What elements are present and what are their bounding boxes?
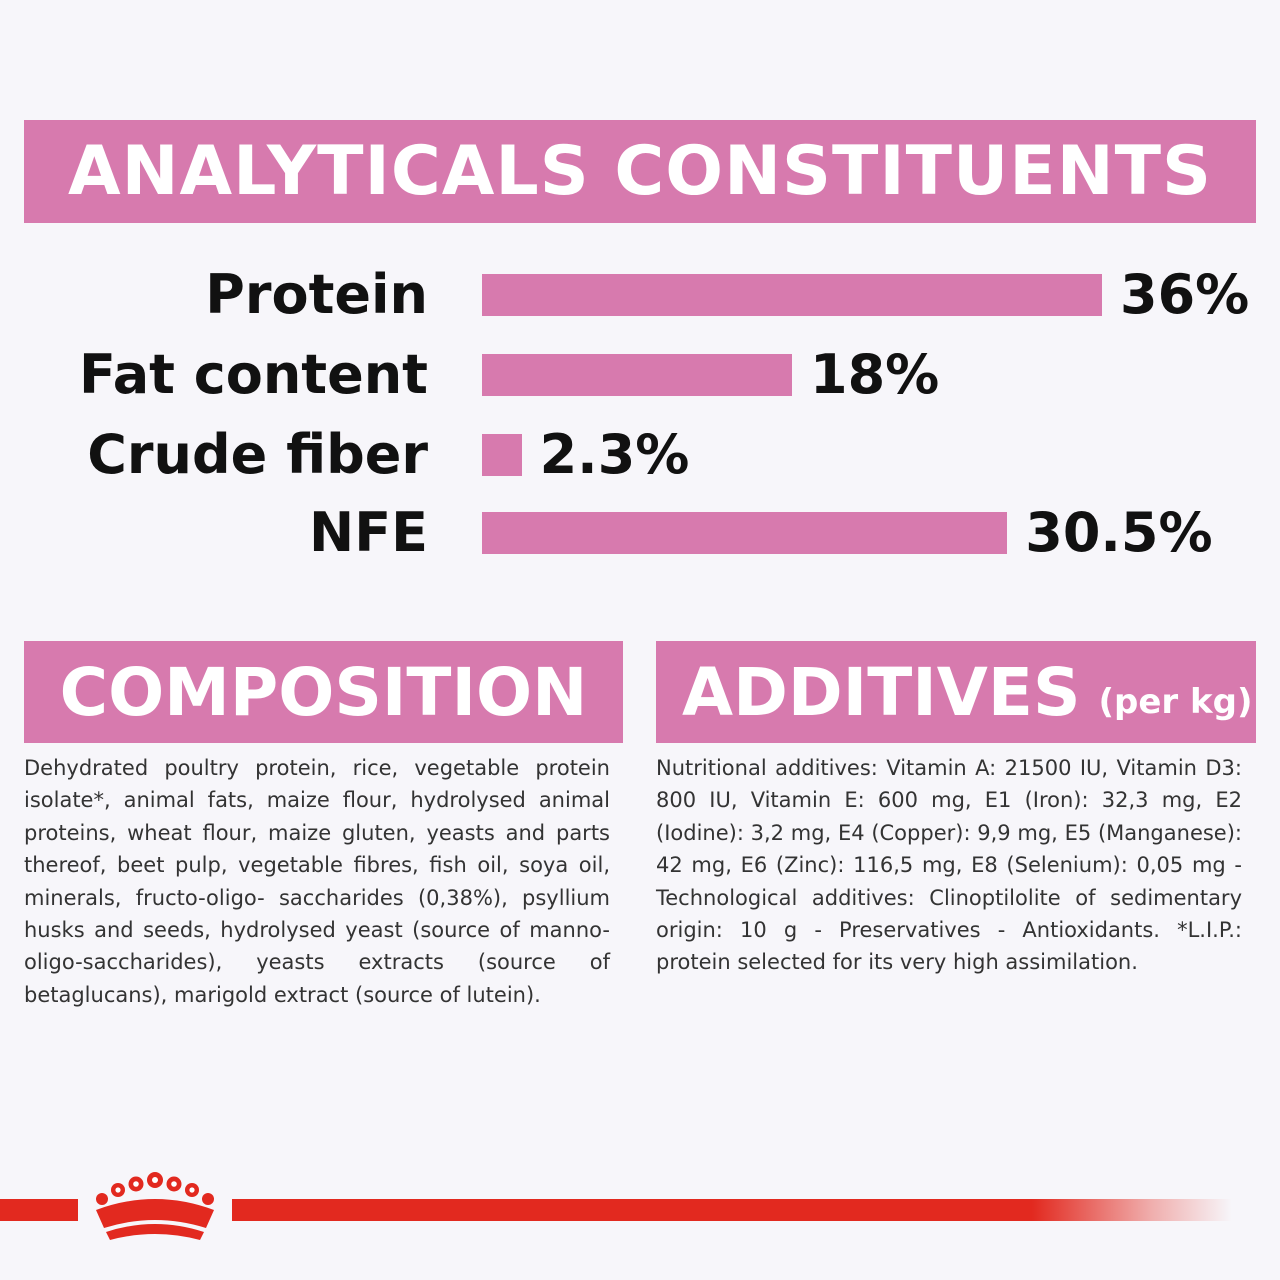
additives-unit: (per kg) <box>1098 682 1253 722</box>
composition-title: COMPOSITION <box>24 641 623 743</box>
composition-text: Dehydrated poultry protein, rice, vegeta… <box>24 756 610 1007</box>
analytics-row-label: NFE <box>309 501 428 564</box>
analytics-row: Crude fiber 2.3% <box>0 420 1280 490</box>
footer-line-left <box>0 1199 78 1221</box>
additives-text: Nutritional additives: Vitamin A: 21500 … <box>656 756 1242 975</box>
analytics-row: Protein 36% <box>0 260 1280 330</box>
crown-logo-icon <box>96 1172 214 1240</box>
footer-line-right <box>232 1199 1232 1221</box>
analytics-row-value: 2.3% <box>539 423 690 486</box>
analytics-row-label: Protein <box>205 263 428 326</box>
analytics-row-bar <box>482 274 1102 316</box>
additives-title: ADDITIVES (per kg) <box>656 641 1256 743</box>
analytics-row-label: Crude fiber <box>87 423 428 486</box>
analytics-row-bar <box>482 354 792 396</box>
analytics-row-bar <box>482 434 522 476</box>
analytics-row-value: 36% <box>1120 263 1250 326</box>
analytics-row-label: Fat content <box>78 343 428 406</box>
analytics-row-value: 30.5% <box>1025 501 1213 564</box>
analytics-title: ANALYTICALS CONSTITUENTS <box>24 120 1256 223</box>
analytics-row-value: 18% <box>810 343 940 406</box>
analytics-row: NFE 30.5% <box>0 498 1280 568</box>
analytics-row-bar <box>482 512 1008 554</box>
analytics-row: Fat content 18% <box>0 340 1280 410</box>
additives-title-text: ADDITIVES <box>682 653 1081 731</box>
